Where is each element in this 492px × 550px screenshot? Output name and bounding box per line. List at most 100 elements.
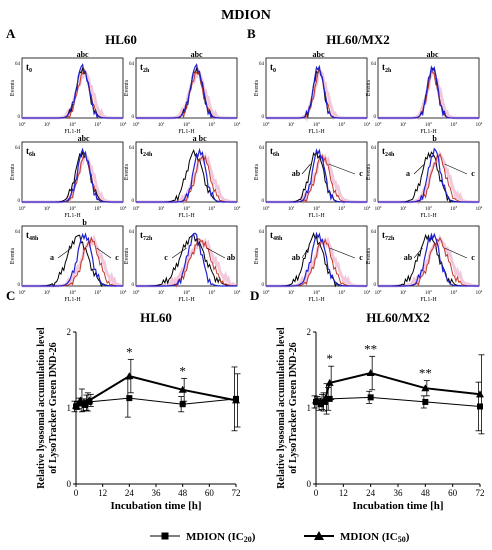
flow-panel-frame: [21, 141, 124, 203]
flow-peak-annotation: abc: [191, 50, 203, 59]
flow-xtick-label: 103: [208, 289, 215, 296]
flow-xlabel: FL1-H: [178, 129, 195, 135]
flow-peak-annotation: b: [432, 134, 437, 143]
panel-letter-c: C: [6, 288, 15, 303]
flow-arrow-label: a: [406, 169, 410, 178]
data-point-triangle: [232, 396, 240, 404]
y-axis-label: Relative lysosomal accumulation level: [276, 327, 287, 489]
flow-xtick-label: 103: [94, 205, 101, 212]
flow-ytick-label: 64: [129, 230, 135, 235]
flow-peak-annotation: abc: [77, 50, 89, 59]
flow-arrow-line: [413, 163, 425, 175]
flow-ytick-label: 0: [262, 115, 265, 120]
flow-xtick-label: 104: [476, 289, 483, 296]
flow-xtick-label: 104: [364, 205, 371, 212]
panel-b-title: HL60/MX2: [326, 32, 390, 47]
panel-letter-b: B: [247, 26, 256, 41]
x-tick-label: 0: [74, 488, 79, 498]
data-point-square: [126, 395, 133, 402]
panel-a-title: HL60: [105, 32, 137, 47]
flow-xtick-label: 101: [158, 205, 165, 212]
significance-marker: **: [419, 366, 432, 381]
flow-arrow-line: [57, 247, 72, 259]
legend-marker-square: [161, 532, 169, 540]
flow-ylabel: Events: [10, 163, 16, 180]
flow-xtick-label: 104: [120, 289, 127, 296]
flow-histogram-b: [136, 63, 237, 119]
significance-marker: *: [179, 363, 186, 378]
flow-arrow-label: ab: [227, 253, 236, 262]
data-point-triangle: [312, 396, 320, 404]
flow-xlabel: FL1-H: [64, 297, 81, 303]
flow-xtick-label: 102: [425, 289, 432, 296]
flow-xtick-label: 101: [44, 121, 51, 128]
flow-ytick-label: 0: [132, 199, 135, 204]
legend-label: MDION (IC20): [186, 531, 256, 544]
x-tick-label: 48: [178, 488, 188, 498]
data-point-triangle: [125, 372, 134, 380]
flow-xlabel: FL1-H: [420, 297, 437, 303]
chart-title: HL60/MX2: [366, 310, 430, 325]
flow-panel: 64 0 Events 100 101 102 103 104 FL1-H t48h b a c: [10, 218, 127, 303]
flow-xtick-label: 101: [400, 205, 407, 212]
data-point-square: [322, 398, 329, 405]
flow-ytick-label: 0: [262, 199, 265, 204]
flow-panel: 64 0 Events 100 101 102 103 104 FL1-H t0 abc: [10, 50, 127, 135]
flow-time-label: t72h: [140, 230, 153, 242]
flow-arrow-label: c: [115, 253, 119, 262]
x-tick-label: 36: [152, 488, 162, 498]
flow-xlabel: FL1-H: [64, 129, 81, 135]
flow-panel-frame: [377, 225, 480, 287]
flow-panel-frame: [21, 57, 124, 119]
flow-histogram-a: [136, 66, 237, 119]
y-tick-label: 0: [307, 479, 312, 489]
flow-xtick-label: 102: [313, 289, 320, 296]
x-tick-label: 48: [421, 488, 431, 498]
flow-ytick-label: 0: [374, 283, 377, 288]
flow-xtick-label: 100: [375, 289, 382, 296]
flow-time-label: t6h: [26, 146, 36, 158]
y-tick-label: 0: [67, 479, 72, 489]
flow-time-label: t48h: [270, 230, 283, 242]
flow-histogram-c-halo: [22, 234, 124, 289]
flow-time-label: t48h: [26, 230, 39, 242]
flow-ylabel: Events: [366, 247, 372, 264]
flow-xtick-label: 103: [338, 121, 345, 128]
flow-xtick-label: 100: [375, 121, 382, 128]
flow-ytick-label: 0: [18, 283, 21, 288]
flow-xtick-label: 102: [425, 205, 432, 212]
flow-xtick-label: 100: [263, 205, 270, 212]
flow-ylabel: Events: [10, 247, 16, 264]
flow-time-label: t6h: [270, 146, 280, 158]
flow-ylabel: Events: [124, 163, 130, 180]
flow-histogram-c: [378, 236, 479, 287]
flow-xlabel: FL1-H: [308, 213, 325, 219]
flow-xlabel: FL1-H: [308, 297, 325, 303]
flow-xtick-label: 103: [94, 289, 101, 296]
flow-arrow-label: ab: [292, 169, 301, 178]
data-point-square: [326, 395, 333, 402]
flow-xtick-label: 103: [450, 121, 457, 128]
flow-histogram-a: [266, 149, 367, 203]
flow-arrow-line: [301, 247, 309, 259]
flow-arrow-line: [444, 247, 468, 259]
data-point-triangle: [316, 397, 325, 405]
flow-arrow-line: [171, 247, 187, 259]
x-tick-label: 12: [98, 488, 107, 498]
flow-xtick-label: 102: [69, 205, 76, 212]
flow-xtick-label: 100: [19, 205, 26, 212]
flow-arrow-line: [206, 247, 226, 259]
x-tick-label: 60: [448, 488, 458, 498]
flow-xtick-label: 102: [183, 205, 190, 212]
flow-ylabel: Events: [254, 79, 260, 96]
legend: MDION (IC20) MDION (IC50): [150, 531, 410, 544]
flow-xlabel: FL1-H: [420, 213, 437, 219]
flow-ylabel: Events: [124, 79, 130, 96]
flow-histogram-b: [378, 232, 479, 287]
flow-xtick-label: 101: [288, 289, 295, 296]
flow-arrow-line: [329, 247, 356, 259]
flow-xtick-label: 101: [400, 121, 407, 128]
flow-panel: 64 0 Events 100 101 102 103 104 FL1-H t6h abc: [10, 134, 127, 219]
